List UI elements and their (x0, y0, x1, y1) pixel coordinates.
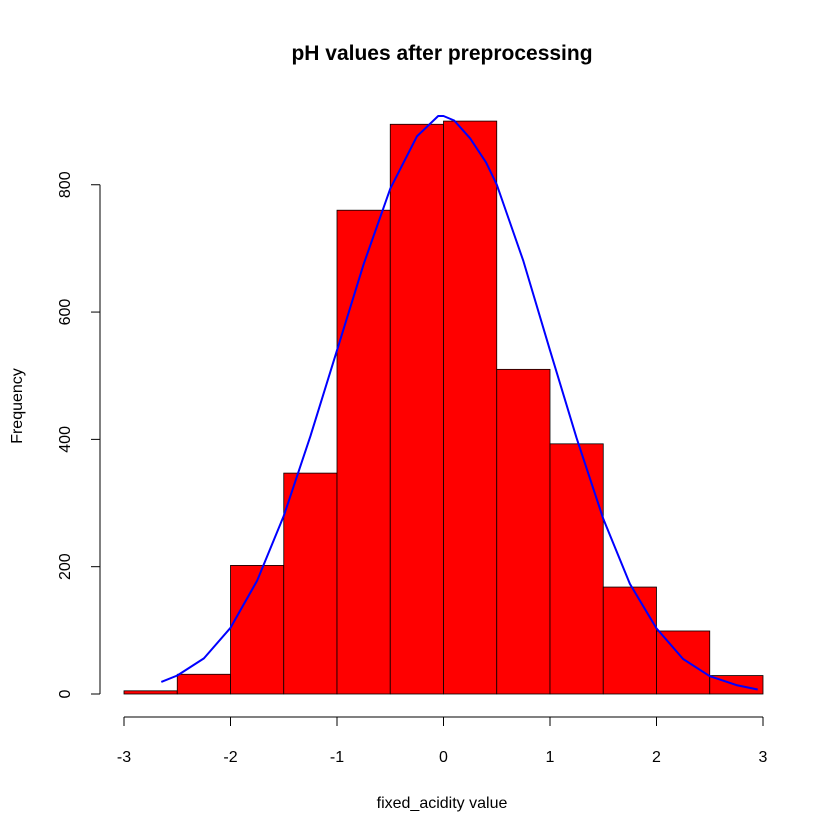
histogram-bar (283, 472, 338, 695)
y-axis-label: Frequency (9, 368, 26, 444)
histogram-bar (602, 586, 657, 695)
histogram-bar (443, 120, 498, 695)
chart-title: pH values after preprocessing (291, 42, 592, 65)
y-axis: 0 200 400 600 800 (57, 171, 101, 698)
y-tick-label: 200 (57, 553, 74, 580)
x-tick-label: -3 (117, 749, 131, 766)
histogram-bar (336, 209, 391, 695)
y-tick-label: 800 (57, 171, 74, 198)
x-tick-label: 1 (546, 749, 555, 766)
histogram-bar (230, 565, 285, 695)
histogram-bar (496, 368, 551, 695)
histogram-bar (656, 630, 711, 695)
density-curve (160, 115, 758, 691)
histogram-bar (549, 443, 604, 695)
x-tick-label: 2 (652, 749, 661, 766)
y-tick-label: 400 (57, 426, 74, 453)
y-tick-label: 0 (57, 689, 74, 698)
histogram-bar (123, 690, 178, 695)
x-axis: -3 -2 -1 0 1 2 3 (117, 716, 768, 766)
y-tick-label: 600 (57, 299, 74, 326)
histogram-bars (123, 120, 764, 695)
histogram-bar (389, 123, 444, 695)
x-tick-label: 3 (759, 749, 768, 766)
x-axis-label: fixed_acidity value (377, 795, 508, 812)
density-curve-group (160, 115, 758, 691)
x-tick-label: 0 (439, 749, 448, 766)
histogram-bar (176, 673, 231, 695)
x-tick-label: -1 (330, 749, 344, 766)
x-tick-label: -2 (223, 749, 237, 766)
